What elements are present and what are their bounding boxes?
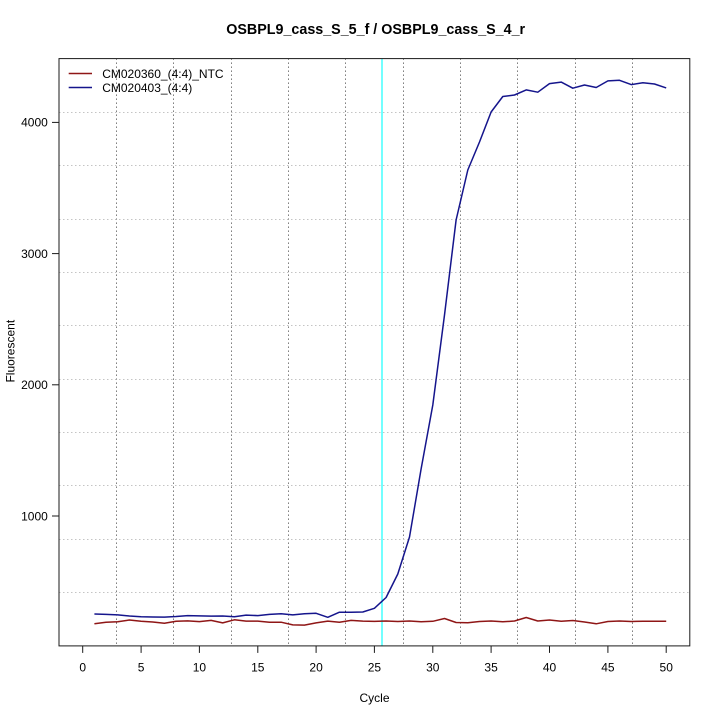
svg-text:1000: 1000 <box>21 509 48 523</box>
svg-text:20: 20 <box>309 660 323 674</box>
svg-text:CM020403_(4:4): CM020403_(4:4) <box>102 81 192 95</box>
svg-text:25: 25 <box>368 660 382 674</box>
svg-text:CM020360_(4:4)_NTC: CM020360_(4:4)_NTC <box>102 67 224 81</box>
svg-text:30: 30 <box>426 660 440 674</box>
svg-text:Cycle: Cycle <box>359 691 389 705</box>
svg-text:3000: 3000 <box>21 247 48 261</box>
svg-text:OSBPL9_cass_S_5_f / OSBPL9_cas: OSBPL9_cass_S_5_f / OSBPL9_cass_S_4_r <box>226 22 525 38</box>
svg-text:35: 35 <box>484 660 498 674</box>
svg-text:10: 10 <box>193 660 207 674</box>
svg-text:5: 5 <box>138 660 145 674</box>
svg-text:50: 50 <box>660 660 674 674</box>
svg-text:0: 0 <box>79 660 86 674</box>
svg-text:2000: 2000 <box>21 378 48 392</box>
svg-text:45: 45 <box>601 660 615 674</box>
svg-text:Fluorescent: Fluorescent <box>4 319 18 382</box>
svg-text:40: 40 <box>543 660 557 674</box>
svg-text:4000: 4000 <box>21 116 48 130</box>
svg-text:15: 15 <box>251 660 265 674</box>
